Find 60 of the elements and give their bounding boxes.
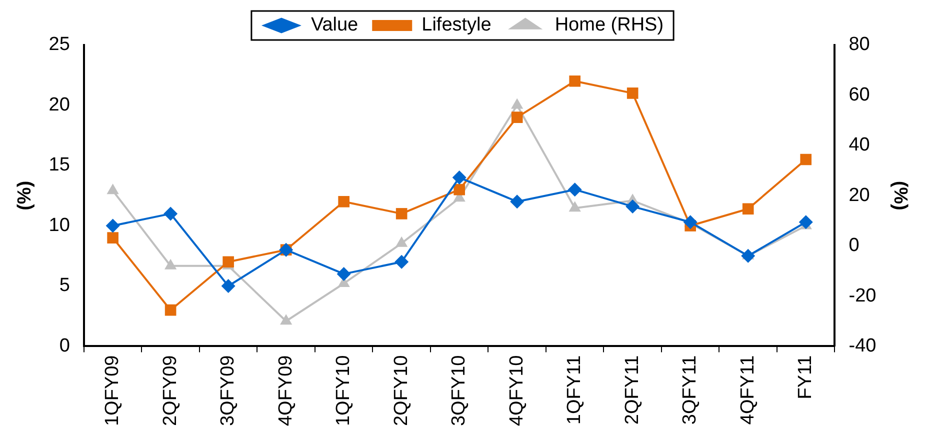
point [222, 256, 234, 268]
point [107, 232, 118, 244]
point [511, 112, 523, 123]
point [798, 215, 813, 230]
y2-tick-label: 0 [848, 235, 860, 256]
y2-tick-label: 80 [848, 34, 870, 56]
point [106, 184, 119, 194]
point [568, 201, 581, 212]
y2-tick-label: -20 [848, 285, 876, 306]
point [394, 254, 409, 269]
point [106, 218, 120, 233]
y2-tick-label: 20 [848, 184, 870, 206]
x-tick-label: 4QFY10 [506, 355, 528, 426]
point [800, 154, 812, 166]
point [164, 304, 176, 316]
point [221, 278, 236, 293]
legend-label: Home (RHS) [554, 14, 664, 36]
y-tick-label: 5 [59, 275, 70, 296]
y-tick-label: 15 [48, 154, 70, 176]
y-axis-title: (%) [14, 180, 36, 210]
y-tick-label: 25 [48, 34, 70, 56]
x-tick-label: 1QFY10 [333, 355, 354, 426]
legend-label: Value [310, 14, 358, 36]
y-tick-label: 20 [48, 94, 70, 116]
point [741, 248, 756, 263]
point [683, 215, 698, 230]
legend-label: Lifestyle [422, 14, 492, 36]
point [742, 203, 754, 215]
x-tick-label: 3QFY11 [680, 355, 701, 425]
x-tick-label: 3QFY09 [218, 355, 239, 426]
x-tick-label: 3QFY10 [448, 355, 470, 426]
point [164, 206, 178, 221]
x-tick-label: 1QFY11 [564, 355, 586, 425]
x-tick-label: FY11 [795, 355, 816, 400]
point [280, 314, 292, 325]
point [164, 258, 177, 270]
y2-axis-title: (%) [889, 180, 910, 210]
point [626, 199, 640, 214]
point [396, 208, 408, 220]
point [452, 170, 466, 185]
point [511, 98, 524, 109]
point [626, 88, 638, 99]
x-tick-label: 2QFY10 [390, 355, 412, 426]
point [569, 75, 580, 87]
x-tick-label: 4QFY09 [275, 355, 296, 426]
point [510, 194, 524, 209]
y-tick-label: 10 [48, 214, 70, 236]
point [454, 184, 465, 196]
x-tick-label: 1QFY09 [102, 355, 124, 426]
point [338, 196, 350, 208]
x-tick-label: 2QFY11 [622, 355, 643, 425]
y-tick-label: 0 [59, 335, 70, 356]
point [396, 236, 408, 247]
x-tick-label: 2QFY09 [160, 355, 181, 426]
y2-tick-label: -40 [848, 335, 876, 356]
y2-tick-label: 60 [848, 84, 870, 106]
x-tick-label: 4QFY11 [737, 355, 758, 425]
y2-tick-label: 40 [848, 134, 870, 156]
point [336, 266, 351, 281]
point [568, 182, 582, 197]
